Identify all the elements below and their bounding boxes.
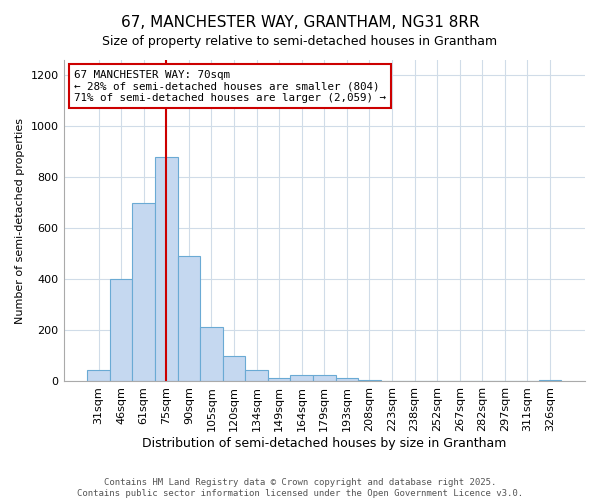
Bar bbox=[426, 381, 448, 382]
Bar bbox=[223, 356, 245, 382]
Bar bbox=[403, 381, 426, 382]
Bar bbox=[381, 380, 403, 382]
Text: 67, MANCHESTER WAY, GRANTHAM, NG31 8RR: 67, MANCHESTER WAY, GRANTHAM, NG31 8RR bbox=[121, 15, 479, 30]
Bar bbox=[110, 280, 133, 382]
Bar bbox=[268, 378, 290, 382]
Text: 67 MANCHESTER WAY: 70sqm
← 28% of semi-detached houses are smaller (804)
71% of : 67 MANCHESTER WAY: 70sqm ← 28% of semi-d… bbox=[74, 70, 386, 103]
Bar bbox=[335, 378, 358, 382]
Text: Size of property relative to semi-detached houses in Grantham: Size of property relative to semi-detach… bbox=[103, 35, 497, 48]
Text: Contains HM Land Registry data © Crown copyright and database right 2025.
Contai: Contains HM Land Registry data © Crown c… bbox=[77, 478, 523, 498]
Bar bbox=[313, 375, 335, 382]
Bar bbox=[133, 203, 155, 382]
Bar bbox=[155, 157, 178, 382]
Bar bbox=[87, 370, 110, 382]
Bar bbox=[200, 326, 223, 382]
Bar bbox=[290, 375, 313, 382]
Bar bbox=[358, 380, 381, 382]
Bar bbox=[539, 380, 561, 382]
Y-axis label: Number of semi-detached properties: Number of semi-detached properties bbox=[15, 118, 25, 324]
Bar bbox=[178, 256, 200, 382]
Bar bbox=[245, 370, 268, 382]
X-axis label: Distribution of semi-detached houses by size in Grantham: Distribution of semi-detached houses by … bbox=[142, 437, 506, 450]
